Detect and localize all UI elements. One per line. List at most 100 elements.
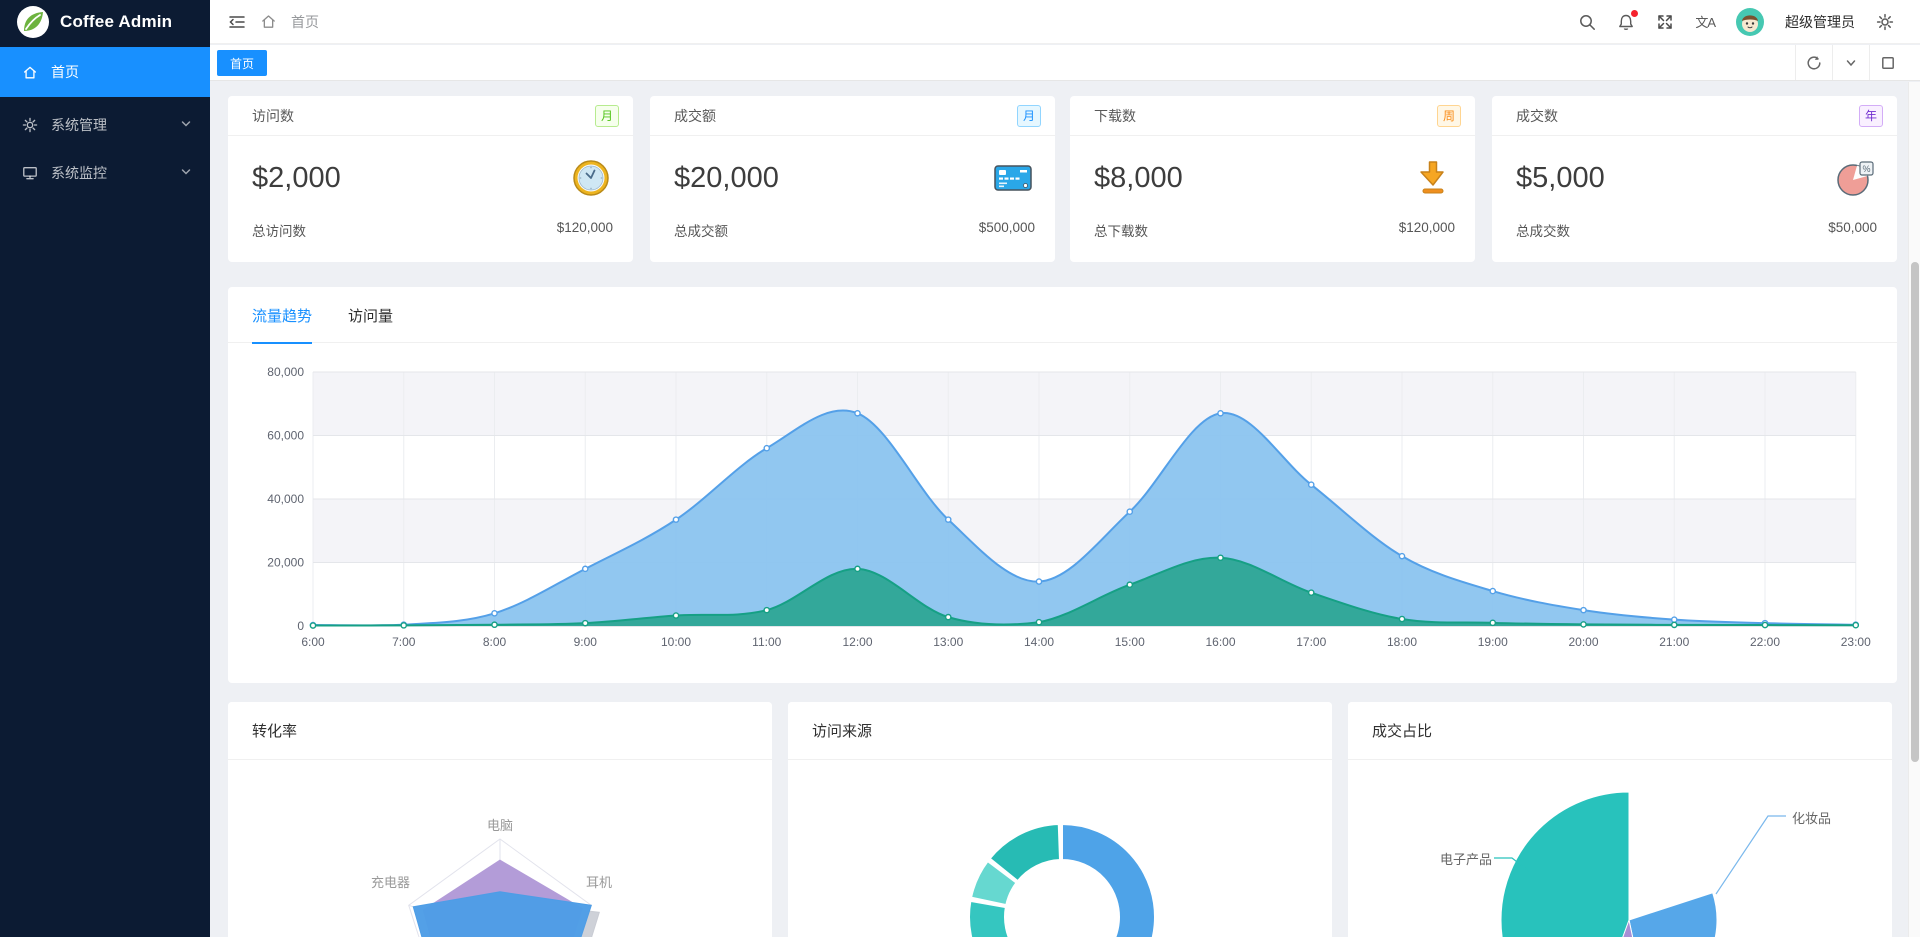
svg-text:6:00: 6:00 <box>301 635 325 649</box>
svg-text:9:00: 9:00 <box>574 635 598 649</box>
svg-text:16:00: 16:00 <box>1205 635 1235 649</box>
stat-value: $5,000 <box>1516 161 1605 194</box>
app-title: Coffee Admin <box>60 12 173 31</box>
monitor-icon <box>22 165 38 181</box>
period-badge: 月 <box>1016 104 1041 127</box>
stat-card-turnover: 成交额 月 $20,000 总成交 <box>650 96 1055 262</box>
svg-text:13:00: 13:00 <box>933 635 963 649</box>
visit-source-donut-chart <box>968 822 1156 937</box>
chevron-down-icon <box>180 117 192 133</box>
sidebar-item-system-admin[interactable]: 系统管理 <box>0 105 210 145</box>
fullscreen-icon[interactable] <box>1656 13 1674 31</box>
scrollbar-thumb[interactable] <box>1911 262 1919 762</box>
svg-text:15:00: 15:00 <box>1115 635 1145 649</box>
stat-title: 成交额 <box>674 107 716 124</box>
stat-total-label: 总成交额 <box>674 224 728 239</box>
chevron-down-icon[interactable] <box>1832 45 1869 80</box>
svg-text:40,000: 40,000 <box>267 492 304 506</box>
vertical-scrollbar <box>1908 82 1920 937</box>
sidebar-item-home[interactable]: 首页 <box>0 47 210 97</box>
stat-total-value: $50,000 <box>1828 220 1877 235</box>
stat-value: $20,000 <box>674 161 779 194</box>
username[interactable]: 超级管理员 <box>1785 13 1855 30</box>
radar-axis-label: 电脑 <box>486 818 514 833</box>
sidebar-item-label: 首页 <box>51 64 79 80</box>
conversion-rate-card: 转化率 电脑 充电器 耳机 <box>228 702 772 937</box>
refresh-icon[interactable] <box>1795 45 1832 80</box>
tab-home[interactable]: 首页 <box>217 50 268 76</box>
svg-text:19:00: 19:00 <box>1478 635 1508 649</box>
stat-value: $8,000 <box>1094 161 1183 194</box>
stat-title: 访问数 <box>252 107 294 124</box>
stat-title: 下载数 <box>1094 107 1136 124</box>
tab-visit-volume[interactable]: 访问量 <box>348 307 394 325</box>
stat-card-downloads: 下载数 周 $8,000 总下载数 $120,000 <box>1070 96 1475 262</box>
traffic-area-chart: 0 20,000 40,000 60,000 80,000 6:00 7:00 8:00 9:0… <box>267 365 1871 649</box>
stat-value: $2,000 <box>252 161 341 194</box>
avatar[interactable] <box>1736 7 1764 36</box>
sidebar-item-label: 系统管理 <box>51 117 107 133</box>
svg-text:10:00: 10:00 <box>661 635 691 649</box>
svg-text:%: % <box>1862 164 1870 174</box>
page-tabbar: 首页 <box>210 45 1920 81</box>
card-title: 转化率 <box>228 702 772 760</box>
notification-bell-icon[interactable] <box>1617 9 1639 31</box>
sidebar: Coffee Admin 首页 系统管理 <box>0 0 210 937</box>
stat-card-deals: 成交数 年 $5,000 % 总成交数 $50,000 <box>1492 96 1897 262</box>
svg-text:20:00: 20:00 <box>1568 635 1598 649</box>
app-logo[interactable]: Coffee Admin <box>0 0 210 44</box>
svg-text:7:00: 7:00 <box>392 635 416 649</box>
settings-gear-icon[interactable] <box>1876 13 1894 31</box>
sidebar-item-system-monitor[interactable]: 系统监控 <box>0 153 210 193</box>
sidebar-menu: 首页 系统管理 <box>0 47 210 193</box>
stat-title: 成交数 <box>1516 107 1558 124</box>
svg-text:80,000: 80,000 <box>267 365 304 379</box>
maximize-icon[interactable] <box>1869 45 1906 80</box>
breadcrumb: 首页 <box>291 13 319 30</box>
svg-text:11:00: 11:00 <box>752 635 781 649</box>
stat-total-value: $120,000 <box>1398 220 1455 235</box>
gear-icon <box>22 117 38 133</box>
stat-total-value: $120,000 <box>556 220 613 235</box>
radar-axis-label: 耳机 <box>586 875 613 890</box>
breadcrumb-home-icon[interactable] <box>260 13 277 30</box>
conversion-radar-chart <box>408 838 600 937</box>
pie-slice-label: 电子产品 <box>1439 852 1492 867</box>
stat-total-label: 总访问数 <box>252 224 306 239</box>
traffic-trend-card: 流量趋势 访问量 0 20,000 40,000 60,000 80,000 6:00 7:… <box>228 287 1897 683</box>
svg-text:17:00: 17:00 <box>1296 635 1326 649</box>
svg-text:18:00: 18:00 <box>1387 635 1417 649</box>
period-badge: 月 <box>594 104 619 127</box>
search-icon[interactable] <box>1578 13 1596 31</box>
stat-card-visits: 访问数 月 $2,000 总访问数 $120 <box>228 96 633 262</box>
pie-chart-icon: % <box>1833 156 1877 200</box>
deal-share-pie-chart <box>1494 791 1786 937</box>
deal-share-card: 成交占比 电子产品 化妆品 <box>1348 702 1892 937</box>
home-icon <box>22 64 38 81</box>
svg-text:21:00: 21:00 <box>1659 635 1689 649</box>
clock-icon <box>569 156 613 200</box>
menu-fold-icon[interactable] <box>228 13 246 31</box>
sidebar-item-label: 系统监控 <box>51 165 107 181</box>
radar-axis-label: 充电器 <box>370 875 410 890</box>
stat-total-label: 总成交数 <box>1516 224 1570 239</box>
translate-icon[interactable]: 文A <box>1695 15 1716 30</box>
traffic-card-tabs: 流量趋势 访问量 <box>228 287 1897 344</box>
main-content: 访问数 月 $2,000 总访问数 $120 <box>210 81 1920 937</box>
svg-text:60,000: 60,000 <box>267 429 304 443</box>
stat-total-value: $500,000 <box>978 220 1035 235</box>
tab-traffic-trend[interactable]: 流量趋势 <box>252 287 313 344</box>
svg-text:22:00: 22:00 <box>1750 635 1780 649</box>
svg-text:14:00: 14:00 <box>1024 635 1054 649</box>
svg-text:8:00: 8:00 <box>483 635 507 649</box>
notification-dot <box>1631 9 1639 17</box>
top-navbar: 首页 文A <box>210 0 1920 44</box>
download-icon <box>1411 156 1455 200</box>
pie-slice-label: 化妆品 <box>1792 811 1832 826</box>
period-badge: 年 <box>1858 104 1883 127</box>
period-badge: 周 <box>1436 104 1461 127</box>
chevron-down-icon <box>180 165 192 181</box>
stat-total-label: 总下载数 <box>1094 224 1148 239</box>
svg-text:23:00: 23:00 <box>1841 635 1871 649</box>
